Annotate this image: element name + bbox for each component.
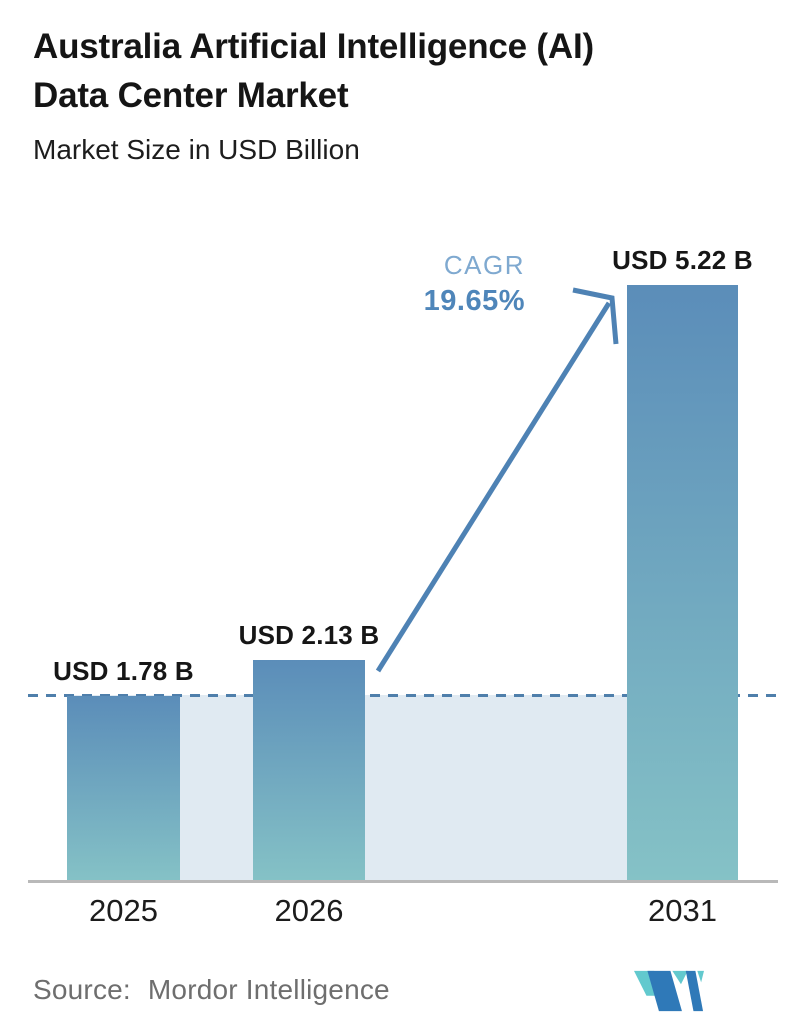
x-tick-label-2026: 2026 — [274, 893, 344, 928]
page-title: Australia Artificial Intelligence (AI) D… — [33, 22, 594, 120]
bar-2031 — [627, 285, 738, 882]
source-attribution: Source: Mordor Intelligence — [33, 974, 390, 1006]
cagr-value: 19.65% — [423, 285, 525, 317]
source-label: Source: — [33, 974, 131, 1005]
cagr-label: CAGR — [443, 250, 525, 280]
chart-subtitle: Market Size in USD Billion — [33, 134, 360, 165]
bar-2025 — [67, 696, 180, 882]
page-title-line2: Data Center Market — [33, 76, 349, 115]
page-title-line1: Australia Artificial Intelligence (AI) — [33, 27, 594, 66]
dashed-reference-line — [28, 694, 781, 697]
x-tick-label-2025: 2025 — [89, 893, 158, 928]
mordor-intelligence-logo-icon — [634, 970, 704, 1012]
x-tick-label-2031: 2031 — [648, 893, 717, 928]
bar-group-2031: USD 5.22 B 2031 — [612, 245, 753, 928]
bar-group-2026: USD 2.13 B 2026 — [239, 620, 380, 928]
bar-value-label-2031: USD 5.22 B — [612, 245, 753, 275]
bar-value-label-2025: USD 1.78 B — [53, 656, 194, 686]
x-axis-line — [28, 880, 778, 883]
bar-2026 — [253, 660, 365, 882]
cagr-annotation: CAGR 19.65% — [424, 250, 525, 318]
source-name: Mordor Intelligence — [147, 974, 390, 1005]
bar-value-label-2026: USD 2.13 B — [238, 620, 380, 650]
bar-group-2025: USD 1.78 B 2025 — [53, 656, 194, 928]
